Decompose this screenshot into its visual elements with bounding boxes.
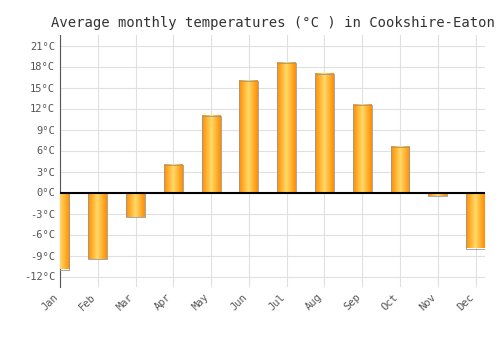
Bar xyxy=(202,116,220,192)
Bar xyxy=(353,105,372,192)
Title: Average monthly temperatures (°C ) in Cookshire-Eaton: Average monthly temperatures (°C ) in Co… xyxy=(50,16,494,30)
Bar xyxy=(240,80,258,193)
Bar xyxy=(277,63,296,193)
Bar xyxy=(315,74,334,193)
Bar xyxy=(126,193,145,217)
Bar xyxy=(50,193,70,270)
Bar xyxy=(390,147,409,193)
Bar xyxy=(88,193,107,259)
Bar xyxy=(390,147,409,193)
Bar xyxy=(466,193,485,248)
Bar xyxy=(164,164,183,193)
Bar xyxy=(466,193,485,248)
Bar xyxy=(428,193,447,196)
Bar xyxy=(126,193,145,217)
Bar xyxy=(353,105,372,192)
Bar xyxy=(240,80,258,193)
Bar xyxy=(428,193,447,196)
Bar xyxy=(88,193,107,259)
Bar xyxy=(277,63,296,193)
Bar xyxy=(50,193,70,270)
Bar xyxy=(164,164,183,193)
Bar xyxy=(315,74,334,193)
Bar xyxy=(202,116,220,192)
